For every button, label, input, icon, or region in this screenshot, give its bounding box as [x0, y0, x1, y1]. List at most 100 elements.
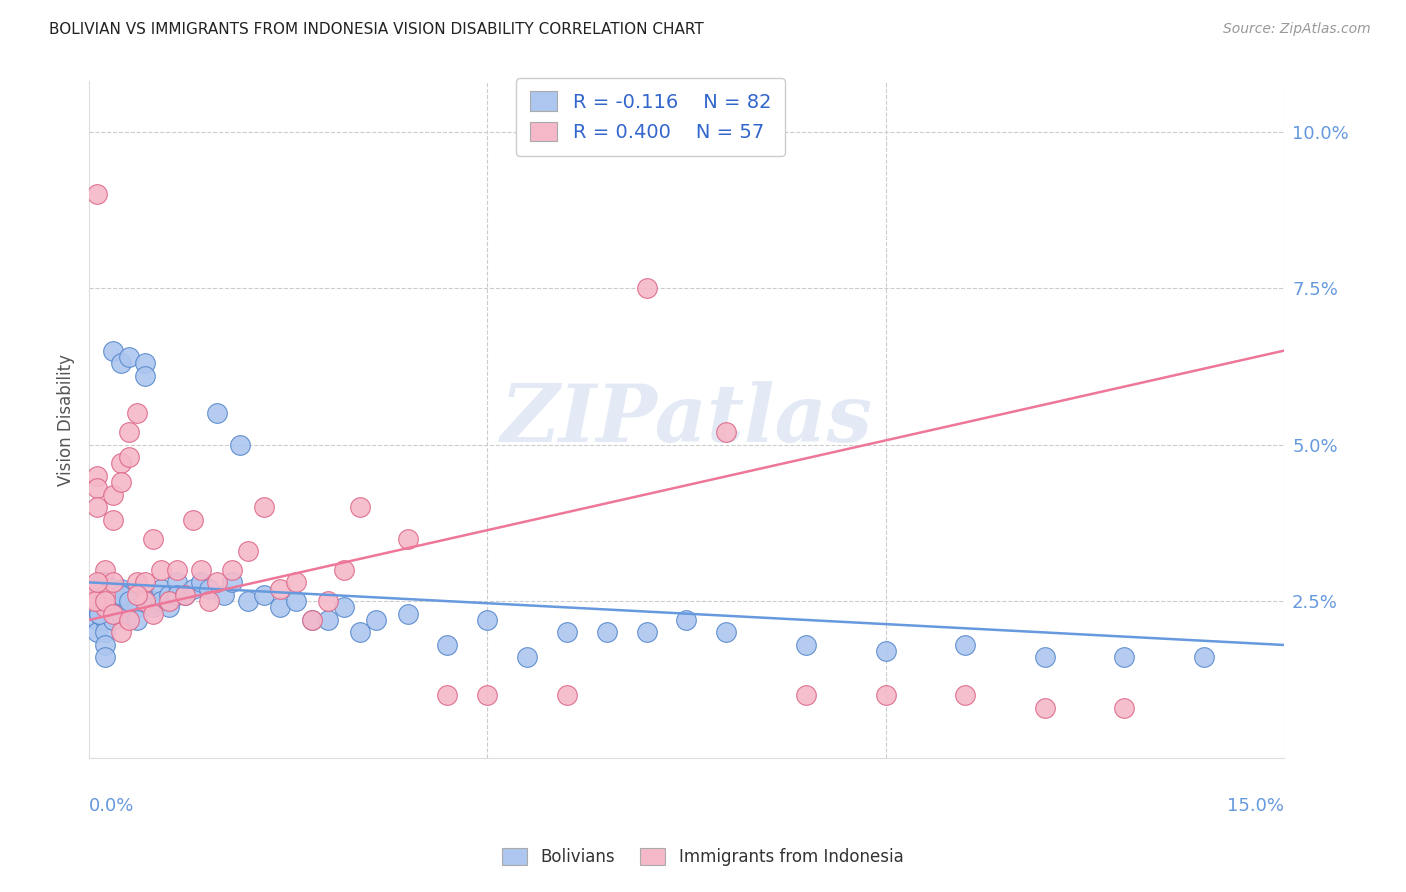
Point [1192, 650, 1215, 665]
Text: BOLIVIAN VS IMMIGRANTS FROM INDONESIA VISION DISABILITY CORRELATION CHART: BOLIVIAN VS IMMIGRANTS FROM INDONESIA VI… [49, 22, 704, 37]
Point [301, 613, 323, 627]
Point [94, 575, 117, 590]
Point [118, 600, 141, 615]
Point [142, 594, 165, 608]
Point [436, 688, 458, 702]
Point [94, 638, 117, 652]
Point [953, 688, 976, 702]
Point [125, 406, 148, 420]
Point [555, 688, 578, 702]
Point [94, 625, 117, 640]
Point [333, 563, 356, 577]
Point [238, 544, 260, 558]
Point [875, 688, 897, 702]
Point [285, 575, 308, 590]
Point [86, 594, 108, 608]
Point [142, 607, 165, 621]
Point [253, 500, 276, 515]
Point [90, 575, 112, 590]
Point [134, 356, 156, 370]
Point [86, 469, 108, 483]
Point [269, 600, 291, 615]
Point [110, 588, 132, 602]
Point [94, 600, 117, 615]
Point [349, 625, 371, 640]
Point [221, 563, 243, 577]
Legend: Bolivians, Immigrants from Indonesia: Bolivians, Immigrants from Indonesia [496, 841, 910, 873]
Point [173, 588, 195, 602]
Point [477, 688, 499, 702]
Point [110, 456, 132, 470]
Point [1033, 700, 1056, 714]
Text: 15.0%: 15.0% [1227, 797, 1284, 814]
Point [94, 650, 117, 665]
Point [555, 625, 578, 640]
Point [80, 594, 103, 608]
Point [134, 594, 156, 608]
Point [93, 588, 115, 602]
Point [125, 575, 148, 590]
Point [190, 575, 212, 590]
Point [86, 613, 108, 627]
Point [316, 613, 339, 627]
Point [166, 575, 188, 590]
Y-axis label: Vision Disability: Vision Disability [58, 353, 75, 485]
Point [101, 594, 124, 608]
Point [269, 582, 291, 596]
Point [98, 588, 121, 602]
Point [87, 607, 110, 621]
Point [101, 343, 124, 358]
Point [84, 594, 107, 608]
Point [94, 600, 117, 615]
Point [436, 638, 458, 652]
Point [285, 594, 308, 608]
Point [205, 575, 228, 590]
Point [89, 607, 111, 621]
Point [636, 281, 658, 295]
Point [110, 607, 132, 621]
Text: 0.0%: 0.0% [89, 797, 135, 814]
Point [675, 613, 697, 627]
Point [86, 187, 108, 202]
Point [86, 600, 108, 615]
Point [142, 600, 165, 615]
Point [94, 594, 117, 608]
Point [190, 563, 212, 577]
Point [118, 613, 141, 627]
Point [229, 437, 252, 451]
Point [149, 582, 172, 596]
Point [110, 625, 132, 640]
Point [716, 425, 738, 439]
Legend: R = -0.116    N = 82, R = 0.400    N = 57: R = -0.116 N = 82, R = 0.400 N = 57 [516, 78, 785, 155]
Point [301, 613, 323, 627]
Point [477, 613, 499, 627]
Point [953, 638, 976, 652]
Point [84, 582, 107, 596]
Point [110, 582, 132, 596]
Point [149, 563, 172, 577]
Point [516, 650, 538, 665]
Point [86, 500, 108, 515]
Point [94, 588, 117, 602]
Point [83, 588, 105, 602]
Point [197, 594, 219, 608]
Point [101, 575, 124, 590]
Point [86, 575, 108, 590]
Point [333, 600, 356, 615]
Point [166, 588, 188, 602]
Point [94, 613, 117, 627]
Point [90, 588, 112, 602]
Point [118, 450, 141, 464]
Point [1033, 650, 1056, 665]
Point [134, 575, 156, 590]
Point [166, 563, 188, 577]
Point [716, 625, 738, 640]
Point [86, 594, 108, 608]
Point [118, 425, 141, 439]
Point [101, 600, 124, 615]
Point [221, 575, 243, 590]
Point [316, 594, 339, 608]
Point [396, 607, 419, 621]
Text: ZIPatlas: ZIPatlas [501, 381, 873, 458]
Point [118, 588, 141, 602]
